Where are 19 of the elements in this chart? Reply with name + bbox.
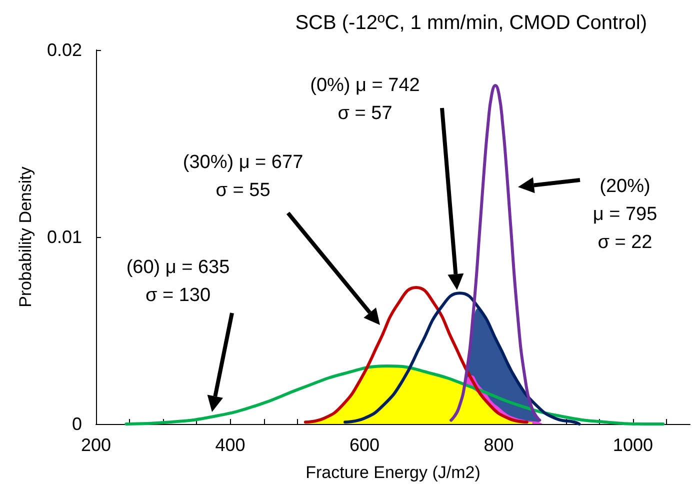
annotation: (60) μ = 635 σ = 130 <box>126 256 230 308</box>
annotation: (20%) μ = 795 σ = 22 <box>592 175 658 255</box>
y-tick-label: 0.02 <box>46 40 82 60</box>
x-tick-label: 200 <box>80 435 112 455</box>
y-tick-label: 0.01 <box>46 227 82 247</box>
annotation: (30%) μ = 677 σ = 55 <box>182 151 304 203</box>
x-tick-label: 800 <box>484 435 514 455</box>
line-series <box>344 292 581 426</box>
y-axis-title: Probability Density <box>16 166 35 308</box>
line-series <box>450 84 542 422</box>
y-tick-label: 0 <box>72 414 82 434</box>
x-tick-label: 400 <box>215 435 246 455</box>
x-tick-label: 600 <box>349 435 380 455</box>
line-series <box>124 364 665 426</box>
annotation: (0%) μ = 742 σ = 57 <box>310 74 420 126</box>
x-tick-label: 1000 <box>612 435 653 455</box>
x-axis-title: Fracture Energy (J/m2) <box>306 463 480 482</box>
line-series <box>304 286 528 424</box>
chart-title: SCB (-12ºC, 1 mm/min, CMOD Control) <box>295 12 647 34</box>
